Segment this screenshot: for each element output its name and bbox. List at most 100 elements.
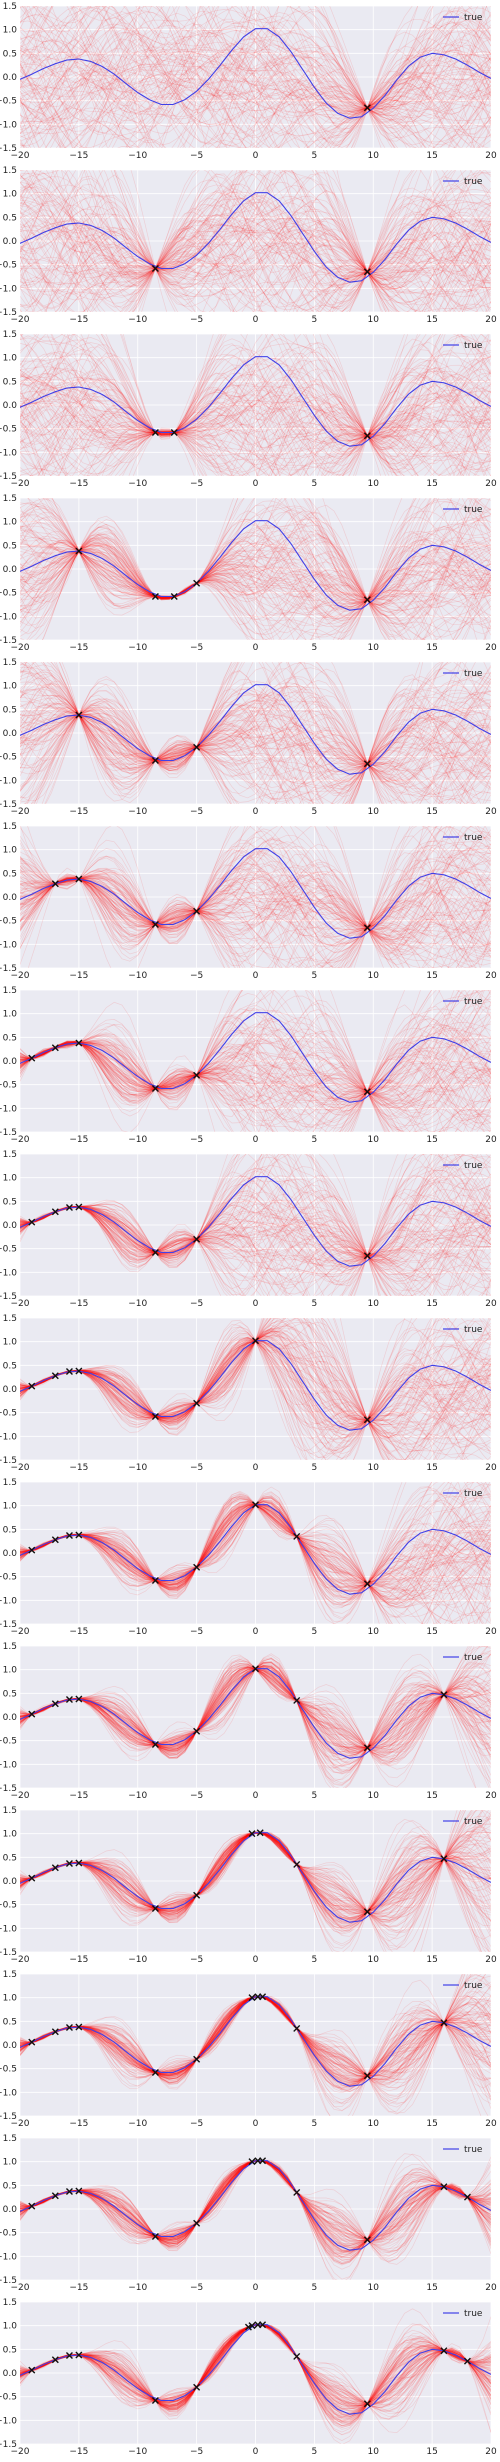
sample-line xyxy=(20,498,491,629)
sample-line xyxy=(20,334,470,476)
sample-line xyxy=(20,530,491,640)
observation-marker xyxy=(51,1208,59,1216)
sample-line xyxy=(20,662,491,804)
y-tick-label: −1.5 xyxy=(0,964,17,974)
sample-line xyxy=(20,868,491,968)
sample-line xyxy=(20,334,491,476)
observation-marker xyxy=(252,1665,259,1673)
y-tick-label: −0.5 xyxy=(0,1573,17,1583)
sample-line xyxy=(20,836,491,962)
sample-line xyxy=(20,170,491,295)
sample-line xyxy=(20,1206,491,1258)
sample-line xyxy=(61,170,491,273)
y-tick-label: 1.0 xyxy=(3,1010,18,1020)
sample-line xyxy=(20,662,491,802)
sample-line xyxy=(20,173,491,303)
sample-line xyxy=(46,334,491,476)
y-tick-label: 0.5 xyxy=(3,213,17,223)
sample-line xyxy=(20,1206,491,1283)
sample-line xyxy=(20,376,491,476)
sample-line xyxy=(20,391,491,476)
observation-marker xyxy=(440,1855,448,1863)
sample-line xyxy=(20,1154,491,1265)
sample-line xyxy=(45,170,491,303)
sample-line xyxy=(20,6,491,148)
x-tick-label: 15 xyxy=(426,2119,437,2129)
sample-line xyxy=(20,376,491,476)
sample-line xyxy=(20,334,491,437)
sample-line xyxy=(20,1041,491,1131)
sample-line xyxy=(20,1831,491,1917)
sample-line xyxy=(20,826,491,938)
sample-line xyxy=(20,837,491,951)
sample-line xyxy=(20,506,491,626)
sample-line xyxy=(20,350,491,469)
sample-line xyxy=(20,1995,491,2086)
x-tick-label: −5 xyxy=(190,2447,203,2457)
sample-line xyxy=(20,498,491,618)
y-tick-label: 0.5 xyxy=(3,2017,17,2027)
sample-line xyxy=(20,206,447,312)
sample-line xyxy=(20,698,491,804)
x-tick-label: −20 xyxy=(11,643,30,653)
sample-line xyxy=(20,864,491,968)
x-tick-label: 0 xyxy=(253,1627,259,1637)
y-tick-label: −0.5 xyxy=(0,425,17,435)
sample-line xyxy=(20,849,491,968)
sample-line xyxy=(20,35,491,148)
x-tick-label: −15 xyxy=(69,1955,88,1965)
sample-line xyxy=(20,172,491,295)
grid-lines xyxy=(19,2137,492,2281)
sample-line xyxy=(20,869,491,968)
sample-line xyxy=(20,170,491,312)
sample-line xyxy=(20,1154,491,1285)
x-tick-label: −10 xyxy=(128,1627,147,1637)
sample-line xyxy=(20,826,443,963)
sample-line xyxy=(20,342,491,476)
sample-line xyxy=(20,689,491,804)
sample-line xyxy=(20,876,477,968)
sample-line xyxy=(53,662,491,804)
sample-line xyxy=(20,684,491,804)
sample-line xyxy=(20,871,491,952)
sample-line xyxy=(20,1818,491,1952)
sample-line xyxy=(20,6,491,148)
x-tick-label: 0 xyxy=(253,807,259,817)
sample-line xyxy=(20,1042,491,1132)
sample-line xyxy=(20,201,491,312)
x-tick-label: −15 xyxy=(69,807,88,817)
sample-line xyxy=(20,680,491,804)
y-tick-label: 1.0 xyxy=(3,1174,18,1184)
posterior-samples xyxy=(20,1154,491,1296)
observation-marker xyxy=(363,760,371,768)
sample-line xyxy=(20,1206,491,1270)
x-tick-label: −5 xyxy=(190,643,203,653)
sample-line xyxy=(20,349,491,470)
sample-line xyxy=(20,666,491,804)
sample-line xyxy=(20,999,491,1124)
sample-line xyxy=(20,990,491,1116)
observation-marker xyxy=(252,1501,259,1509)
sample-line xyxy=(20,662,491,804)
sample-line xyxy=(20,1154,491,1262)
sample-line xyxy=(20,2323,491,2407)
y-tick-label: 1.0 xyxy=(3,1338,18,1348)
sample-line xyxy=(20,1206,491,1275)
sample-line xyxy=(20,510,491,640)
observation-marker xyxy=(151,920,159,928)
sample-line xyxy=(58,662,491,793)
sample-line xyxy=(20,170,479,312)
sample-line xyxy=(20,1033,491,1112)
sample-line xyxy=(20,6,491,148)
legend: true xyxy=(443,1489,483,1499)
sample-line xyxy=(20,710,491,804)
sample-line xyxy=(20,1154,461,1262)
y-tick-label: 0.0 xyxy=(3,729,18,739)
sample-line xyxy=(20,702,491,804)
sample-line xyxy=(65,183,491,312)
sample-line xyxy=(20,1016,491,1101)
sample-line xyxy=(20,6,491,148)
sample-line xyxy=(20,208,491,279)
sample-line xyxy=(20,334,491,458)
y-tick-label: 0.0 xyxy=(3,1877,18,1887)
